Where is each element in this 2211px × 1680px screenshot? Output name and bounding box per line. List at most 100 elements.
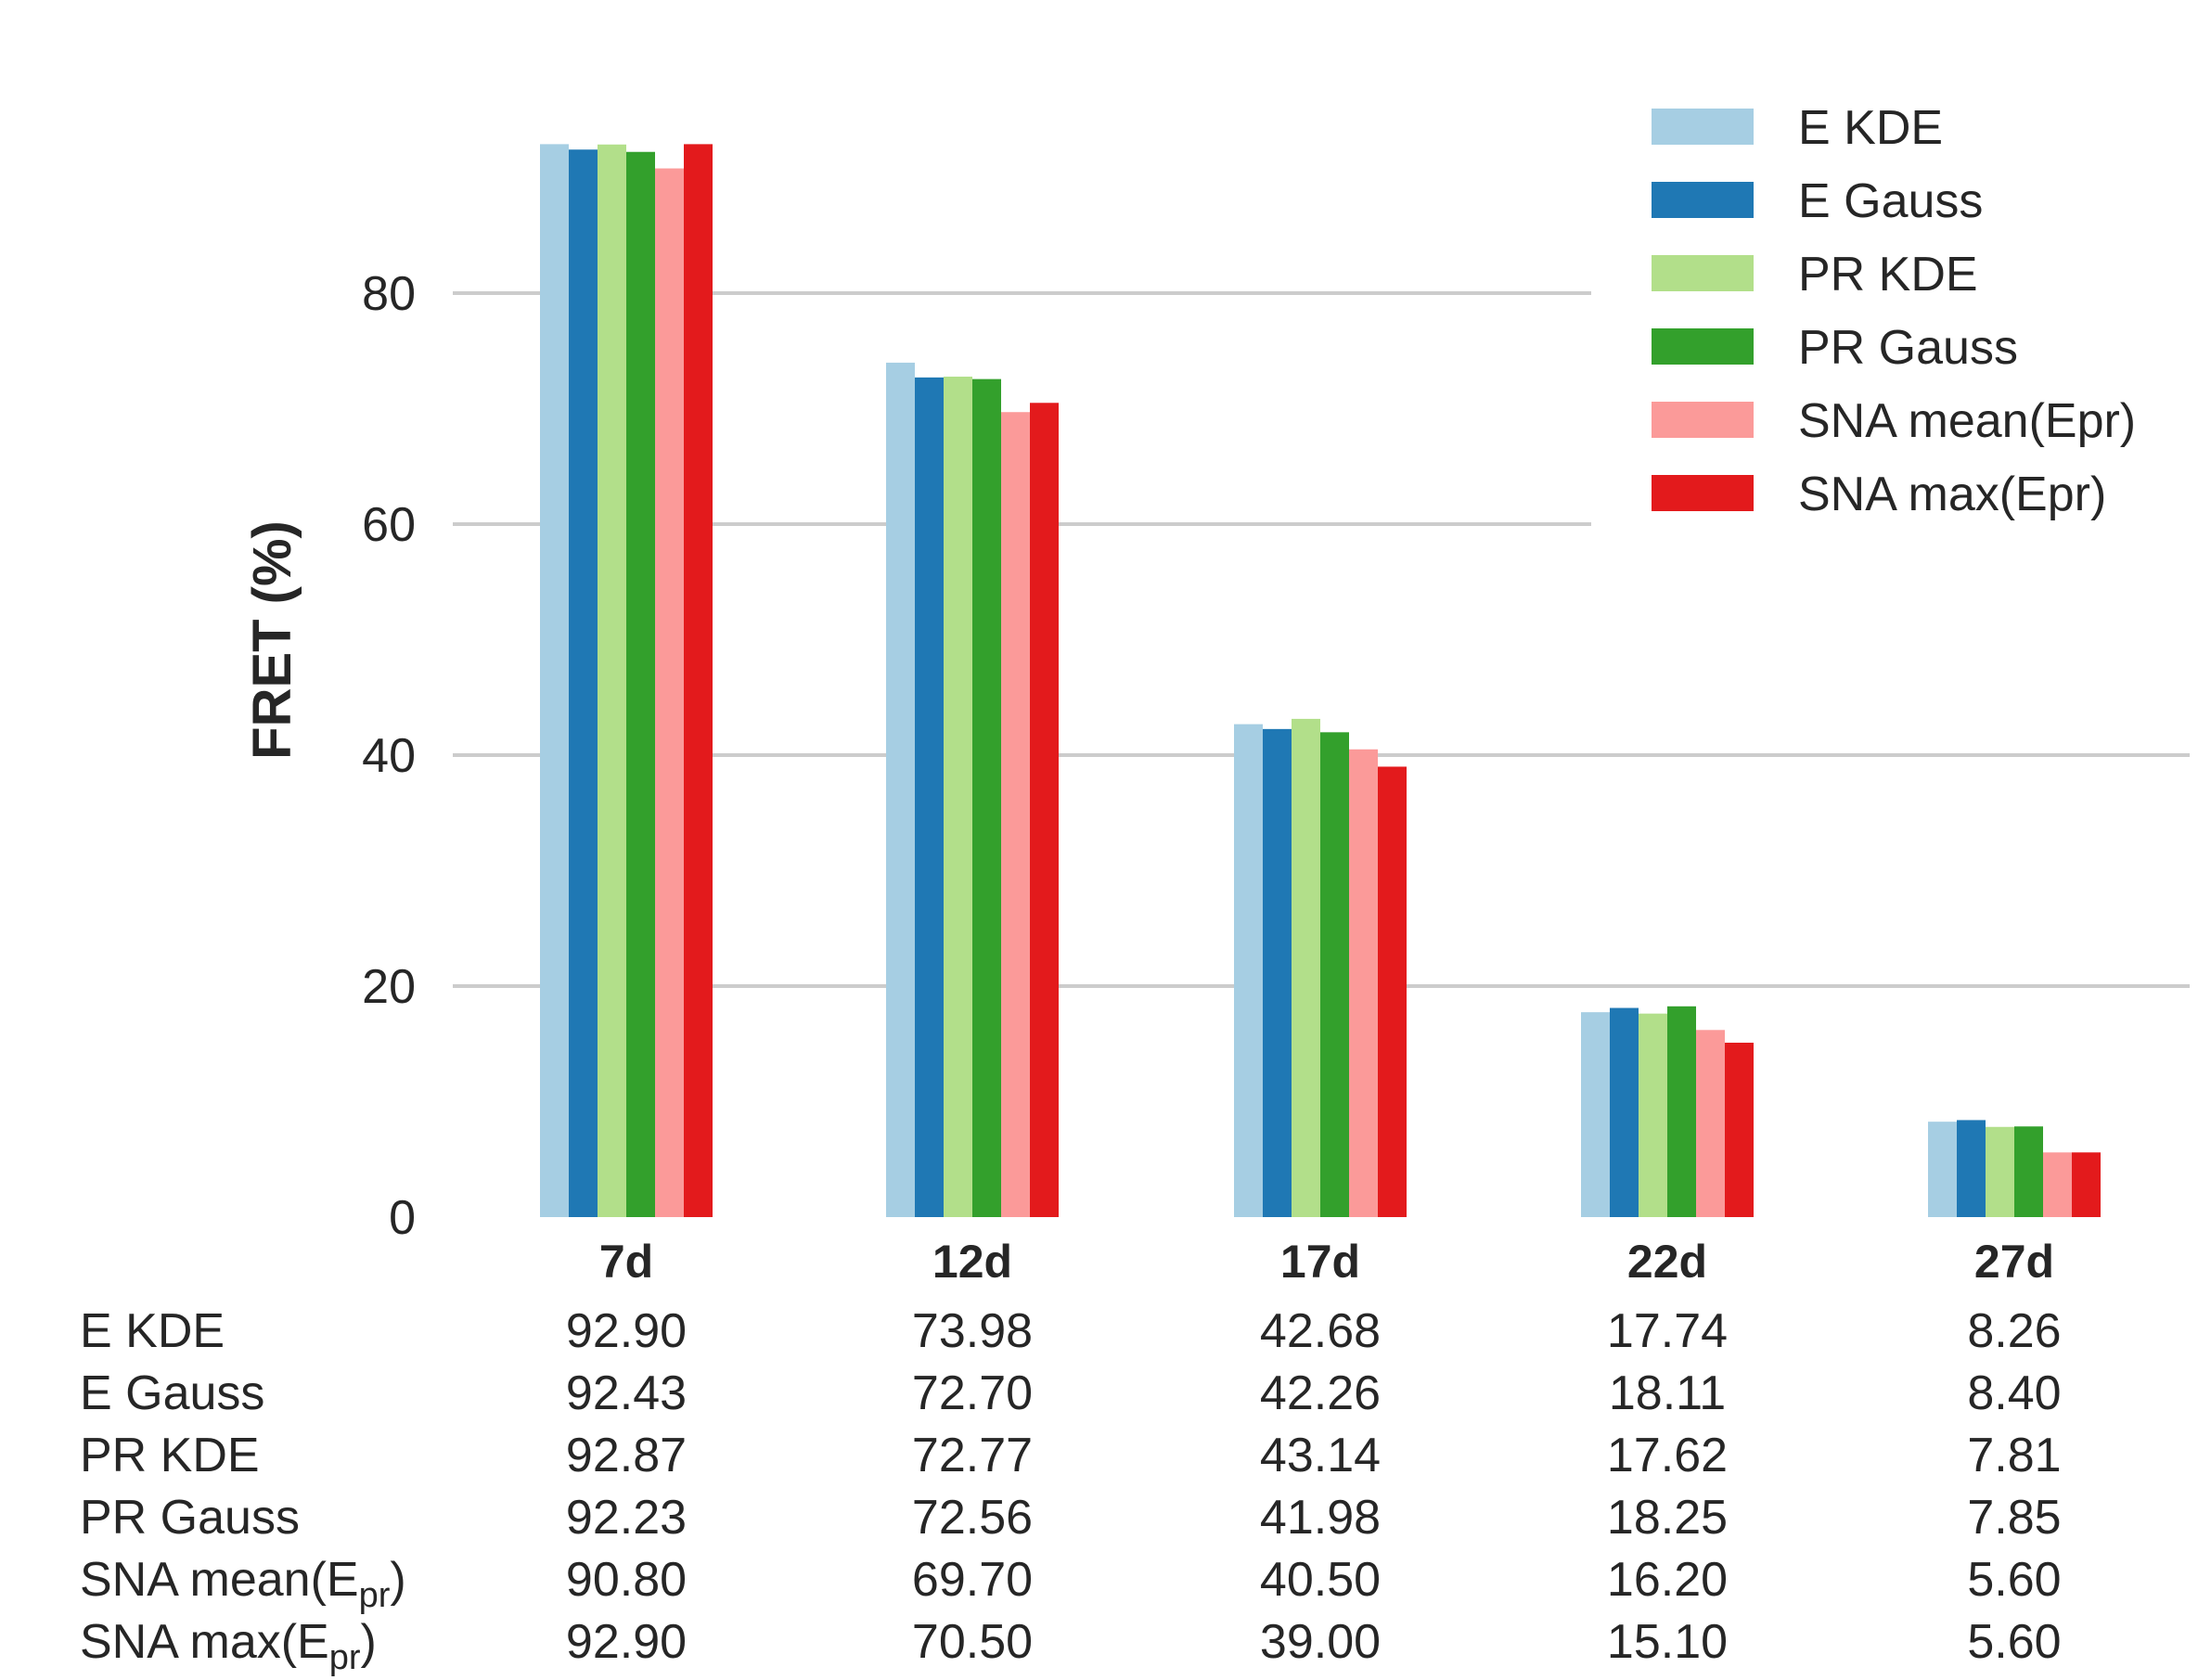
- bar-7d-e-gauss: [569, 149, 598, 1218]
- subscript: pr: [329, 1638, 361, 1677]
- table-cell: 39.00: [1260, 1615, 1381, 1669]
- label-tail: ): [390, 1553, 405, 1607]
- legend-swatch-pr-kde: [1652, 255, 1754, 291]
- bar-17d-pr-gauss: [1320, 732, 1349, 1217]
- bar-17d-sna-mean-epr-: [1349, 749, 1378, 1217]
- bar-12d-e-kde: [886, 362, 915, 1218]
- bar-12d-e-gauss: [915, 377, 944, 1217]
- bar-17d-e-kde: [1234, 724, 1263, 1217]
- table-row-label: E Gauss: [80, 1366, 264, 1420]
- legend: E KDE E Gauss PR KDE PR Gauss SNA mean(Epr) S…: [1591, 93, 2190, 543]
- table-cell: 70.50: [912, 1615, 1033, 1669]
- bar-7d-pr-kde: [598, 144, 626, 1217]
- legend-label-e-gauss: E Gauss: [1798, 174, 1983, 228]
- table-cell: 72.77: [912, 1429, 1033, 1482]
- legend-label-pr-kde: PR KDE: [1798, 248, 1978, 301]
- y-axis-ticks: 0 20 40 60 80: [362, 267, 416, 1245]
- bars-layer: [540, 144, 2101, 1218]
- legend-swatch-pr-gauss: [1652, 328, 1754, 365]
- table-cell: 92.23: [566, 1491, 687, 1545]
- table-cell: 8.40: [1967, 1366, 2061, 1420]
- bar-22d-pr-kde: [1639, 1013, 1667, 1217]
- legend-swatch-e-kde: [1652, 109, 1754, 145]
- legend-label-pr-gauss: PR Gauss: [1798, 321, 2018, 375]
- bar-12d-pr-gauss: [972, 378, 1001, 1217]
- table-cell: 42.68: [1260, 1304, 1381, 1358]
- x-category-label-7d: 7d: [599, 1236, 653, 1288]
- bar-12d-sna-mean-epr-: [1001, 412, 1030, 1217]
- label-tail: ): [361, 1615, 377, 1669]
- bar-22d-e-kde: [1581, 1012, 1610, 1217]
- table-cell: 92.90: [566, 1615, 687, 1669]
- bar-17d-e-gauss: [1263, 728, 1292, 1217]
- bar-27d-pr-gauss: [2014, 1126, 2043, 1217]
- bar-22d-sna-max-epr-: [1725, 1043, 1754, 1217]
- table-cell: 17.62: [1607, 1429, 1728, 1482]
- table-cell: 41.98: [1260, 1491, 1381, 1545]
- table-cell: 92.87: [566, 1429, 687, 1482]
- bar-27d-sna-max-epr-: [2072, 1152, 2101, 1217]
- x-category-label-27d: 27d: [1974, 1236, 2054, 1288]
- table-cell: 5.60: [1967, 1553, 2061, 1607]
- y-tick-label-40: 40: [362, 729, 416, 783]
- y-tick-label-60: 60: [362, 498, 416, 552]
- legend-swatch-sna-mean-epr-: [1652, 402, 1754, 438]
- table-cell: 90.80: [566, 1553, 687, 1607]
- x-category-label-12d: 12d: [932, 1236, 1012, 1288]
- table-row-label: SNA mean(Epr): [80, 1553, 406, 1615]
- table-cell: 69.70: [912, 1553, 1033, 1607]
- table-cell: 72.56: [912, 1491, 1033, 1545]
- table-row-label: PR Gauss: [80, 1491, 300, 1545]
- legend-background: [1591, 93, 2190, 543]
- bar-7d-pr-gauss: [626, 151, 655, 1218]
- legend-swatch-e-gauss: [1652, 182, 1754, 218]
- bar-22d-sna-mean-epr-: [1696, 1030, 1725, 1217]
- legend-label-sna-mean-epr-: SNA mean(Epr): [1798, 394, 2136, 448]
- legend-label-sna-max-epr-: SNA max(Epr): [1798, 468, 2106, 521]
- y-tick-label-0: 0: [389, 1191, 416, 1245]
- bar-17d-sna-max-epr-: [1378, 766, 1407, 1217]
- table-cell: 17.74: [1607, 1304, 1728, 1358]
- x-category-label-22d: 22d: [1627, 1236, 1707, 1288]
- y-axis-title: FRET (%): [242, 520, 302, 760]
- table-cell: 92.90: [566, 1304, 687, 1358]
- table-cell: 7.85: [1967, 1491, 2061, 1545]
- table-row-label: SNA max(Epr): [80, 1615, 377, 1677]
- subscript: pr: [359, 1576, 391, 1615]
- table-cell: 18.25: [1607, 1491, 1728, 1545]
- legend-label-e-kde: E KDE: [1798, 101, 1943, 155]
- bar-12d-pr-kde: [944, 377, 972, 1217]
- table-row-label: PR KDE: [80, 1429, 260, 1482]
- table-row-label: E KDE: [80, 1304, 225, 1358]
- table-cell: 72.70: [912, 1366, 1033, 1420]
- bar-27d-sna-mean-epr-: [2043, 1152, 2072, 1217]
- table-cell: 15.10: [1607, 1615, 1728, 1669]
- table-cell: 73.98: [912, 1304, 1033, 1358]
- table-cell: 7.81: [1967, 1429, 2061, 1482]
- bar-7d-sna-mean-epr-: [655, 168, 684, 1217]
- x-axis-categories: 7d 12d 17d 22d 27d: [599, 1236, 2054, 1288]
- table-cell: 92.43: [566, 1366, 687, 1420]
- bar-7d-e-kde: [540, 144, 569, 1217]
- x-category-label-17d: 17d: [1280, 1236, 1360, 1288]
- table-cell: 16.20: [1607, 1553, 1728, 1607]
- bar-12d-sna-max-epr-: [1030, 403, 1059, 1217]
- legend-swatch-sna-max-epr-: [1652, 475, 1754, 511]
- table-cell: 43.14: [1260, 1429, 1381, 1482]
- y-tick-label-20: 20: [362, 960, 416, 1014]
- bar-27d-e-gauss: [1957, 1120, 1986, 1217]
- table-cell: 40.50: [1260, 1553, 1381, 1607]
- bar-27d-pr-kde: [1986, 1126, 2014, 1217]
- bar-22d-e-gauss: [1610, 1007, 1639, 1217]
- table-cell: 42.26: [1260, 1366, 1381, 1420]
- bar-17d-pr-kde: [1292, 718, 1320, 1217]
- bar-27d-e-kde: [1928, 1122, 1957, 1217]
- table-cell: 5.60: [1967, 1615, 2061, 1669]
- bar-7d-sna-max-epr-: [684, 144, 713, 1217]
- table-cell: 18.11: [1609, 1366, 1726, 1420]
- table-cell: 8.26: [1967, 1304, 2061, 1358]
- data-table: E KDE 92.90 73.98 42.68 17.74 8.26 E Gauss 92.4…: [80, 1304, 2062, 1677]
- bar-22d-pr-gauss: [1667, 1006, 1696, 1217]
